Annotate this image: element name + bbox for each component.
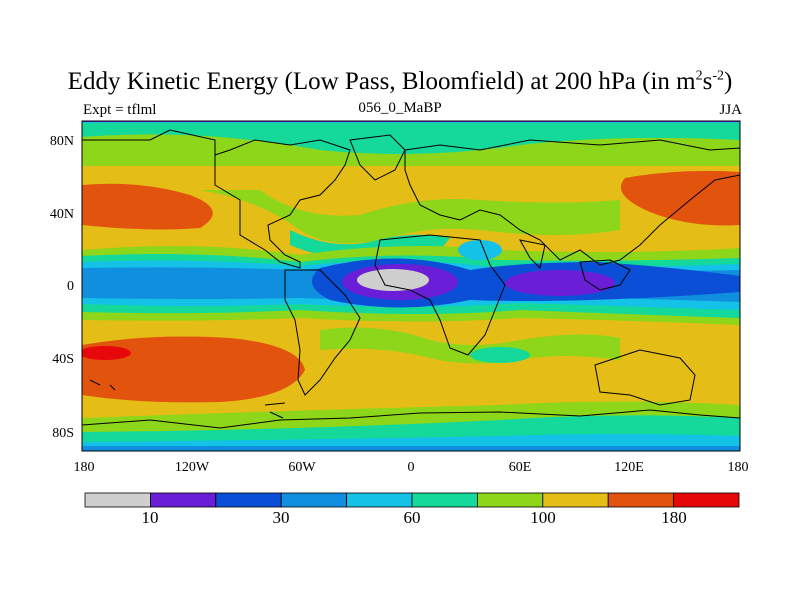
colorbar-swatch-3 <box>280 492 348 508</box>
sh-bottom-blue <box>82 446 740 451</box>
sh-max-core <box>82 346 131 360</box>
colorbar-swatch-6 <box>476 492 544 508</box>
lon-label-180e: 180 <box>727 460 749 475</box>
coast-eurasia <box>404 139 740 266</box>
coast-antarctica <box>82 409 740 429</box>
contour-field <box>82 121 740 451</box>
nh-max-east <box>620 170 740 226</box>
coast-south-america <box>284 269 361 396</box>
lat-label-40s: 40S <box>52 352 74 367</box>
coastlines <box>82 129 740 429</box>
colorbar-label-60: 60 <box>403 508 421 527</box>
coast-north-america <box>82 129 351 269</box>
lon-label-120w: 120W <box>174 460 210 475</box>
colorbar-label-100: 100 <box>530 508 556 527</box>
colorbar-swatch-7 <box>542 492 609 508</box>
colorbar-swatch-5 <box>411 492 478 508</box>
coast-india <box>519 239 546 270</box>
lat-label-80n: 80N <box>49 134 74 149</box>
colorbar-swatch-2 <box>215 492 282 508</box>
run-id-label: 056_0_MaBP <box>358 100 442 116</box>
sh-max-west <box>82 336 305 403</box>
sh-teal-patch <box>470 347 530 363</box>
colorbar-label-180: 180 <box>661 508 687 527</box>
nh-green-region <box>200 190 620 244</box>
lat-label-40n: 40N <box>49 207 74 222</box>
lon-label-60e: 60E <box>508 460 532 475</box>
coast-southeast-asia <box>579 259 631 291</box>
map-frame <box>81 120 741 452</box>
map-title: Eddy Kinetic Energy (Low Pass, Bloomfiel… <box>67 68 733 95</box>
eq-purple-east <box>505 270 615 296</box>
nh-max-west <box>82 183 213 230</box>
colorbar-label-30: 30 <box>272 508 290 527</box>
colorbar <box>84 492 740 508</box>
lon-label-120e: 120E <box>614 460 644 475</box>
lon-label-180w: 180 <box>73 460 95 475</box>
colorbar-label-10: 10 <box>141 508 159 527</box>
colorbar-swatch-1 <box>149 492 217 508</box>
sh-green-strip <box>320 327 620 364</box>
eq-minimum-gray <box>357 269 429 291</box>
coast-australia <box>594 349 696 406</box>
coast-greenland <box>349 134 406 181</box>
lat-label-0: 0 <box>67 279 74 294</box>
colorbar-swatch-0 <box>84 492 151 508</box>
nh-blue-patch <box>458 240 502 260</box>
band-north-teal <box>82 121 740 154</box>
season-label: JJA <box>719 102 742 118</box>
colorbar-swatch-9 <box>673 492 740 508</box>
lon-label-60w: 60W <box>288 460 316 475</box>
coast-africa <box>374 234 506 356</box>
lat-label-80s: 80S <box>52 426 74 441</box>
experiment-label: Expt = tflml <box>83 102 157 118</box>
colorbar-swatch-8 <box>607 492 675 508</box>
colorbar-swatch-4 <box>346 492 413 508</box>
lon-label-0: 0 <box>407 460 415 475</box>
coast-islands-west <box>89 379 286 419</box>
